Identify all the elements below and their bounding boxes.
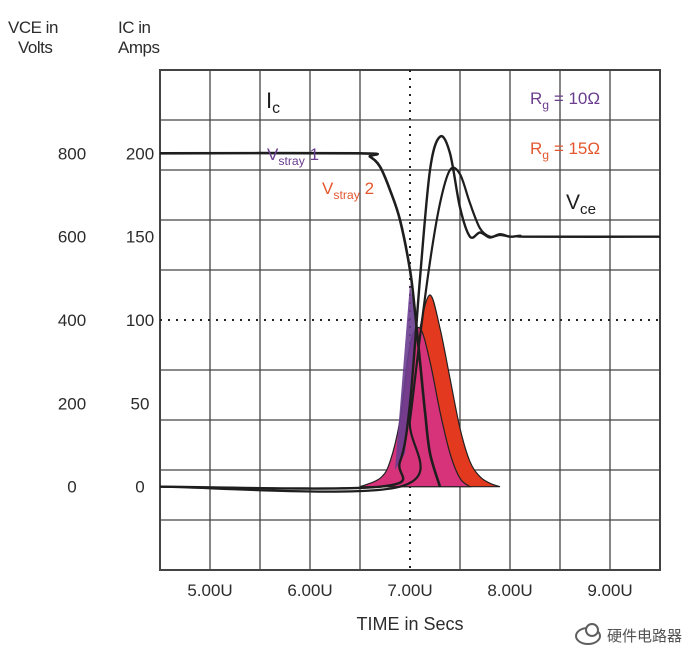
ic-curve bbox=[159, 151, 442, 488]
x-tick-label: 7.00U bbox=[387, 581, 432, 600]
curves bbox=[159, 134, 661, 493]
ic-tick-label: 150 bbox=[126, 228, 154, 247]
vce-tick-label: 600 bbox=[58, 228, 86, 247]
x-tick-label: 5.00U bbox=[187, 581, 232, 600]
vce-tick-label: 400 bbox=[58, 311, 86, 330]
vce-tick-label: 200 bbox=[58, 394, 86, 413]
ic-tick-label: 100 bbox=[126, 311, 154, 330]
ic-tick-label: 50 bbox=[131, 394, 150, 413]
rg10-label: Rg = 10Ω bbox=[530, 89, 600, 112]
vstray2-label: Vstray 2 bbox=[322, 179, 374, 202]
x-tick-label: 6.00U bbox=[287, 581, 332, 600]
watermark: 硬件电路器 bbox=[574, 622, 682, 646]
vce-tick-label: 0 bbox=[67, 478, 76, 497]
vce-label: Vce bbox=[566, 191, 596, 218]
right-axis-title-line2: Amps bbox=[118, 38, 160, 57]
right-axis-title: IC in Amps bbox=[118, 18, 160, 58]
ic-label: Ic bbox=[266, 88, 280, 117]
wechat-icon bbox=[574, 622, 601, 645]
vstray1-area bbox=[395, 283, 417, 470]
rg15-label: Rg = 15Ω bbox=[530, 139, 600, 162]
left-axis-title-line2: Volts bbox=[18, 38, 53, 57]
right-axis-title-line1: IC in bbox=[118, 18, 151, 37]
vce-tick-label: 800 bbox=[58, 144, 86, 163]
ic-tick-label: 200 bbox=[126, 144, 154, 163]
watermark-text: 硬件电路器 bbox=[606, 628, 682, 645]
vce-curve-rg15 bbox=[159, 166, 511, 493]
ic-tick-label: 0 bbox=[135, 478, 144, 497]
vstray1-label: Vstray 1 bbox=[267, 145, 319, 168]
x-tick-label: 9.00U bbox=[587, 581, 632, 600]
x-tick-label: 8.00U bbox=[487, 581, 532, 600]
vce-curve-rg10 bbox=[159, 134, 661, 490]
x-axis-label: TIME in Secs bbox=[356, 614, 463, 634]
left-axis-title-line1: VCE in bbox=[8, 18, 58, 37]
tick-labels: 5.00U 6.00U 7.00U 8.00U 9.00U 0 200 400 600 800 0 5… bbox=[58, 144, 633, 634]
left-axis-title: VCE in Volts bbox=[8, 18, 58, 58]
